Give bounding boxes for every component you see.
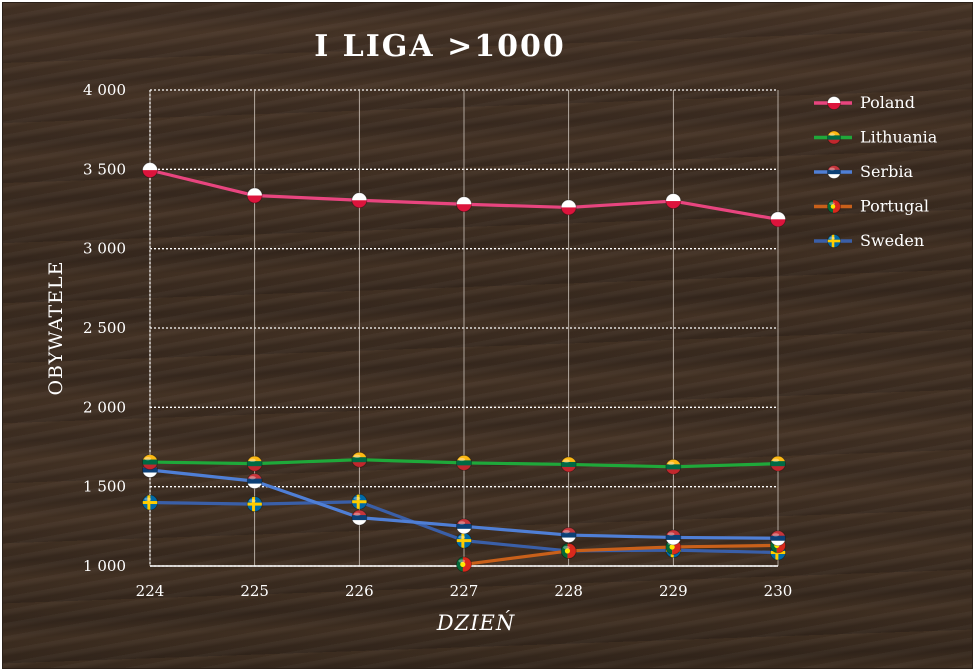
- data-point-poland: [142, 162, 158, 179]
- legend-item-lithuania: Lithuania: [814, 128, 938, 147]
- y-tick-label: 2 000: [83, 398, 126, 416]
- data-point-sweden: [351, 493, 368, 510]
- x-axis-label: DZIEŃ: [436, 610, 515, 635]
- chart-title: I LIGA >1000: [314, 29, 566, 64]
- legend-item-sweden: Sweden: [814, 231, 924, 250]
- data-point-lithuania: [560, 456, 577, 473]
- legend-item-portugal: Portugal: [814, 197, 929, 216]
- x-tick-label: 226: [345, 582, 374, 600]
- data-point-sweden: [246, 496, 263, 513]
- legend-item-poland: Poland: [814, 93, 915, 112]
- series-lithuania: [142, 451, 786, 475]
- data-point-poland: [246, 187, 263, 204]
- data-point-lithuania: [246, 455, 263, 472]
- data-point-serbia: [665, 529, 682, 546]
- data-point-poland: [560, 199, 577, 216]
- data-point-poland: [351, 192, 368, 209]
- legend-serbia-flag-icon: [827, 165, 841, 179]
- y-axis-ticks: 1 000 1 500 2 000 2 500 3 000 3 500 4 000: [83, 81, 126, 575]
- legend-label: Lithuania: [860, 128, 938, 147]
- x-tick-label: 228: [554, 582, 583, 600]
- data-point-portugal: [456, 556, 472, 573]
- y-tick-label: 3 500: [83, 160, 126, 178]
- series-portugal: [456, 537, 786, 573]
- legend-lithuania-flag-icon: [827, 130, 841, 145]
- y-tick-label: 3 000: [83, 240, 126, 258]
- legend-label: Serbia: [860, 162, 913, 181]
- data-point-sweden: [142, 494, 158, 511]
- legend-sweden-flag-icon: [827, 234, 841, 248]
- legend-portugal-flag-icon: [827, 199, 841, 214]
- y-tick-label: 1 000: [83, 557, 126, 575]
- series-poland: [142, 162, 786, 228]
- data-point-lithuania: [770, 455, 786, 472]
- data-point-serbia: [560, 527, 577, 543]
- data-point-serbia: [770, 530, 786, 547]
- grid-lines: [149, 89, 779, 567]
- legend-label: Portugal: [860, 197, 929, 216]
- x-tick-label: 225: [240, 582, 269, 600]
- x-tick-label: 229: [659, 582, 688, 600]
- series-serbia: [142, 462, 786, 547]
- data-point-serbia: [456, 518, 472, 535]
- legend-poland-flag-icon: [827, 96, 841, 110]
- series-group: [142, 162, 786, 573]
- data-point-serbia: [351, 509, 368, 526]
- y-tick-label: 1 500: [83, 478, 126, 496]
- data-point-portugal: [560, 543, 577, 559]
- data-point-poland: [770, 211, 786, 228]
- data-point-lithuania: [456, 454, 472, 471]
- legend-label: Poland: [860, 93, 915, 112]
- data-point-poland: [456, 196, 472, 213]
- legend: Poland Lithuania Serbia Portugal Sweden: [814, 93, 938, 250]
- data-point-sweden: [456, 532, 472, 549]
- data-point-lithuania: [665, 458, 682, 475]
- data-point-lithuania: [351, 451, 368, 468]
- legend-label: Sweden: [860, 231, 924, 250]
- data-point-poland: [665, 193, 682, 209]
- x-tick-label: 230: [764, 582, 793, 600]
- x-tick-label: 224: [136, 582, 165, 600]
- data-point-serbia: [246, 473, 263, 490]
- data-point-lithuania: [142, 454, 158, 470]
- series-line-portugal: [463, 543, 779, 567]
- x-tick-label: 227: [450, 582, 479, 600]
- y-tick-label: 2 500: [83, 319, 126, 337]
- legend-item-serbia: Serbia: [814, 162, 913, 181]
- y-axis-label: OBYWATELE: [45, 260, 67, 395]
- x-axis-ticks: 224 225 226 227 228 229 230: [136, 582, 793, 600]
- y-tick-label: 4 000: [83, 81, 126, 99]
